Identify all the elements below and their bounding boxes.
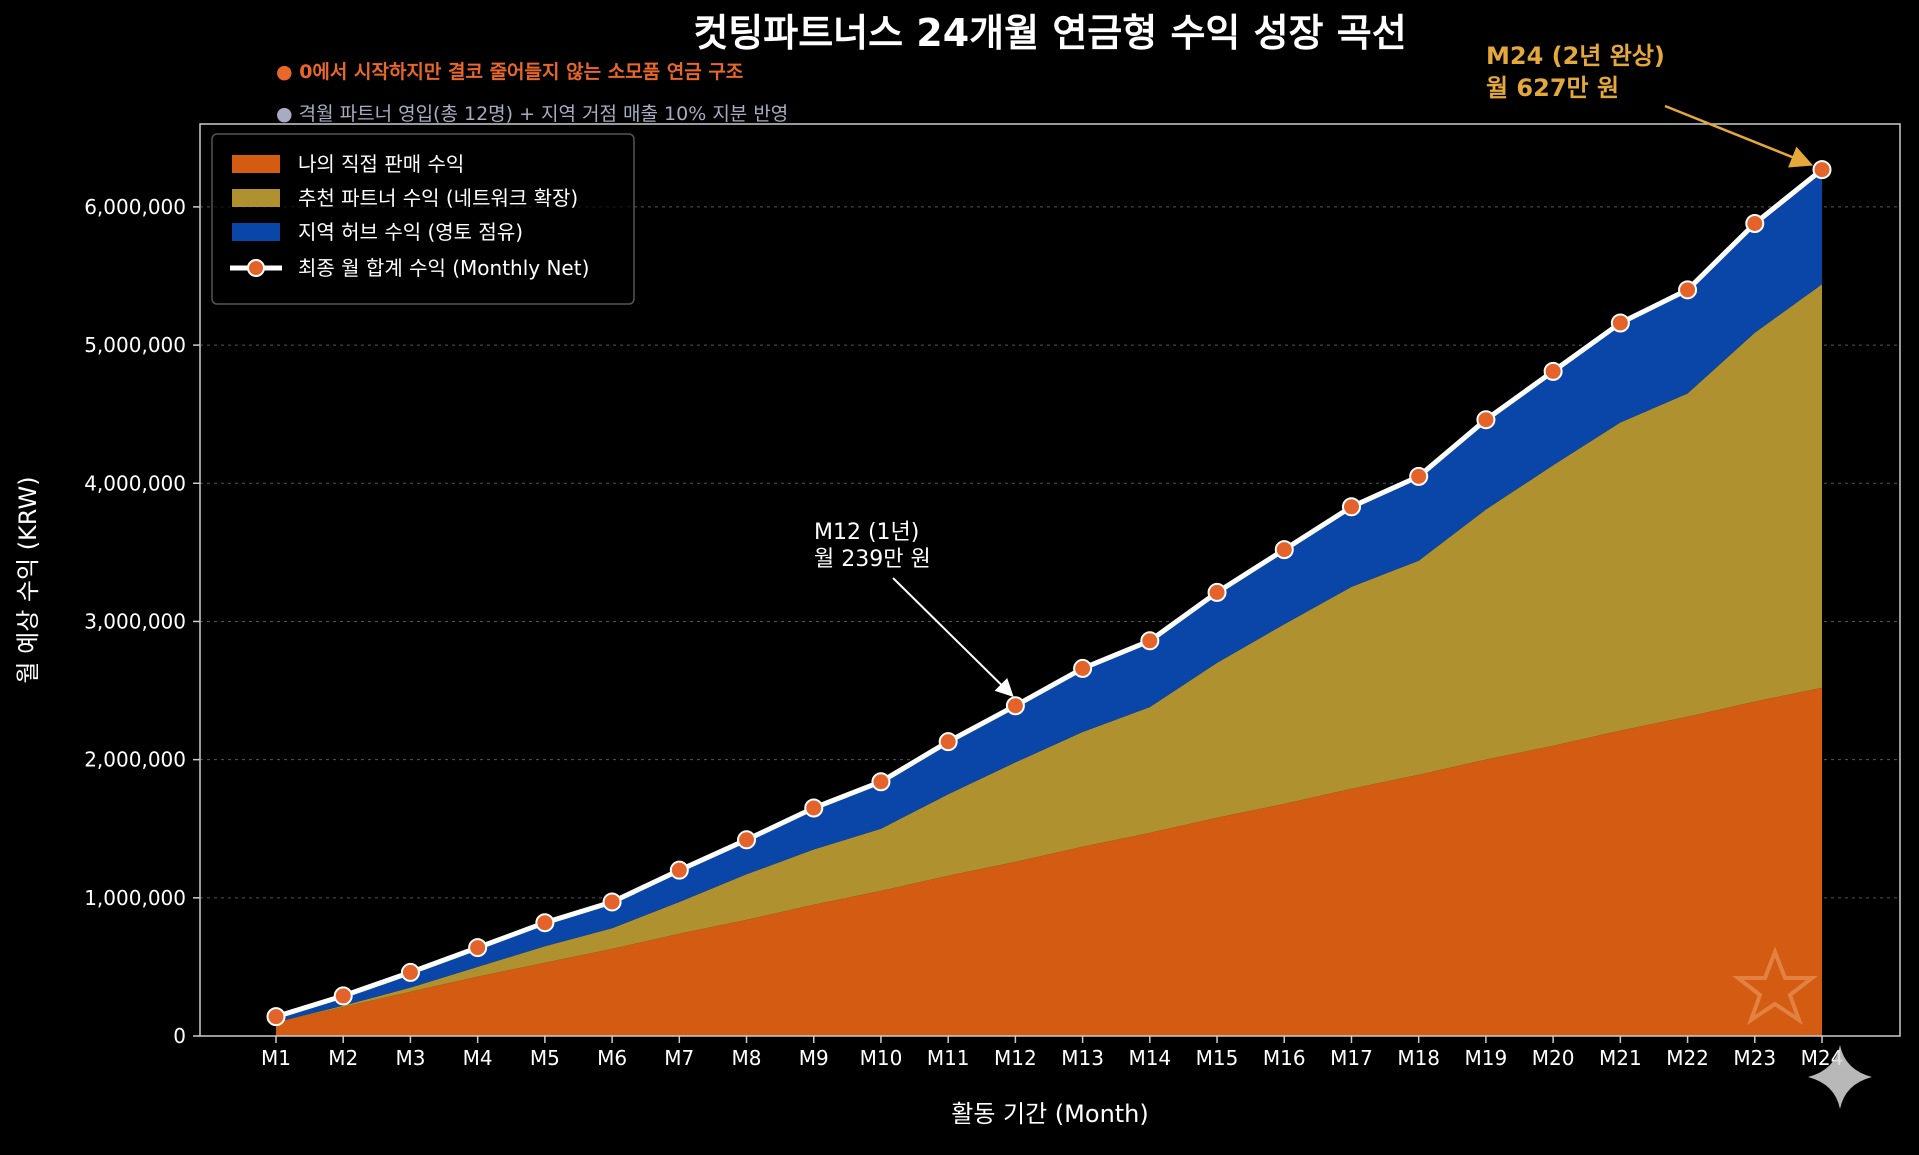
y-axis-ticks: 0 1,000,000 2,000,000 3,000,000 4,000,000 5,0… bbox=[84, 195, 200, 1048]
legend-label-direct: 나의 직접 판매 수익 bbox=[298, 152, 464, 176]
area-partner bbox=[276, 284, 1822, 1023]
total-point bbox=[1341, 497, 1361, 517]
x-tick-label: M18 bbox=[1397, 1046, 1440, 1070]
x-tick-label: M17 bbox=[1330, 1046, 1373, 1070]
x-tick-label: M10 bbox=[860, 1046, 903, 1070]
total-point bbox=[1812, 160, 1832, 180]
x-tick-label: M9 bbox=[799, 1046, 829, 1070]
x-tick-label: M8 bbox=[732, 1046, 762, 1070]
total-line-series bbox=[266, 160, 1832, 1027]
legend-swatch-direct bbox=[232, 155, 280, 173]
y-tick-label: 0 bbox=[173, 1024, 186, 1048]
x-tick-label: M13 bbox=[1061, 1046, 1104, 1070]
x-tick-label: M21 bbox=[1599, 1046, 1642, 1070]
x-tick-label: M20 bbox=[1532, 1046, 1575, 1070]
y-tick-label: 5,000,000 bbox=[84, 333, 186, 357]
y-tick-label: 2,000,000 bbox=[84, 748, 186, 772]
total-point bbox=[1745, 213, 1765, 233]
x-tick-label: M1 bbox=[261, 1046, 291, 1070]
legend-box bbox=[211, 133, 635, 305]
y-axis-label: 월 예상 수익 (KRW) bbox=[14, 476, 42, 683]
x-axis-ticks: M1 M2 M3 M4 M5 M6 M7 M8 M9 M10 M11 M12 M13 M14 M15 M16 M… bbox=[261, 1036, 1843, 1070]
total-point bbox=[1207, 582, 1227, 602]
total-point bbox=[669, 860, 689, 880]
x-tick-label: M11 bbox=[927, 1046, 970, 1070]
x-tick-label: M12 bbox=[994, 1046, 1037, 1070]
annotation-m12-line1: M12 (1년) bbox=[814, 520, 919, 545]
y-tick-label: 4,000,000 bbox=[84, 471, 186, 495]
y-tick-label: 6,000,000 bbox=[84, 195, 186, 219]
legend-swatch-hub bbox=[232, 223, 280, 241]
total-point bbox=[737, 830, 757, 850]
x-axis-label: 활동 기간 (Month) bbox=[951, 1100, 1149, 1128]
annotation-m24-arrow bbox=[1664, 104, 1814, 168]
total-point bbox=[1543, 361, 1563, 381]
total-point bbox=[1678, 280, 1698, 300]
annotation-m12-line2: 월 239만 원 bbox=[814, 547, 931, 572]
total-point bbox=[400, 962, 420, 982]
annotation-m24-line2: 월 627만 원 bbox=[1486, 74, 1619, 102]
x-tick-label: M7 bbox=[664, 1046, 694, 1070]
legend-marker-total bbox=[247, 259, 265, 277]
x-tick-label: M3 bbox=[395, 1046, 425, 1070]
star-outline-icon bbox=[1732, 946, 1818, 1026]
x-tick-label: M14 bbox=[1128, 1046, 1171, 1070]
x-tick-label: M2 bbox=[328, 1046, 358, 1070]
x-tick-label: M6 bbox=[597, 1046, 627, 1070]
plot-frame bbox=[199, 123, 1901, 1037]
total-point bbox=[602, 892, 622, 912]
total-line bbox=[275, 167, 1824, 1020]
total-point bbox=[1274, 540, 1294, 560]
total-point bbox=[938, 732, 958, 752]
legend-label-partner: 추천 파트너 수익 (네트워크 확장) bbox=[298, 186, 578, 210]
total-point bbox=[333, 986, 353, 1006]
legend-label-total: 최종 월 합계 수익 (Monthly Net) bbox=[298, 256, 589, 280]
stacked-areas bbox=[276, 169, 1822, 1036]
total-point bbox=[1005, 696, 1025, 716]
total-point bbox=[266, 1007, 286, 1027]
x-tick-label: M5 bbox=[530, 1046, 560, 1070]
sparkle-icon bbox=[1808, 1045, 1872, 1109]
total-point bbox=[871, 772, 891, 792]
x-tick-label: M16 bbox=[1263, 1046, 1306, 1070]
y-tick-label: 3,000,000 bbox=[84, 609, 186, 633]
total-point bbox=[1476, 410, 1496, 430]
x-tick-label: M19 bbox=[1465, 1046, 1508, 1070]
total-point bbox=[1409, 466, 1429, 486]
x-tick-label: M4 bbox=[463, 1046, 493, 1070]
chart-subtitle-1: ● 0에서 시작하지만 결코 줄어들지 않는 소모품 연금 구조 bbox=[276, 61, 743, 83]
x-tick-label: M15 bbox=[1196, 1046, 1239, 1070]
chart-subtitle-2: ● 격월 파트너 영입(총 12명) + 지역 거점 매출 10% 지분 반영 bbox=[276, 103, 788, 125]
annotations: M12 (1년) 월 239만 원 M24 (2년 완상) 월 627만 원 bbox=[814, 42, 1814, 698]
total-point bbox=[1610, 313, 1630, 333]
total-point bbox=[1073, 658, 1093, 678]
total-point bbox=[1140, 631, 1160, 651]
y-tick-label: 1,000,000 bbox=[84, 886, 186, 910]
area-direct-sales bbox=[276, 687, 1822, 1036]
total-point bbox=[468, 938, 488, 958]
legend-label-hub: 지역 허브 수익 (영토 점유) bbox=[298, 220, 523, 244]
x-tick-label: M22 bbox=[1666, 1046, 1709, 1070]
annotation-m12-arrow bbox=[892, 577, 1014, 698]
chart-title: 컷팅파트너스 24개월 연금형 수익 성장 곡선 bbox=[693, 11, 1406, 55]
total-point bbox=[804, 798, 824, 818]
x-tick-label: M23 bbox=[1733, 1046, 1776, 1070]
legend: 나의 직접 판매 수익 추천 파트너 수익 (네트워크 확장) 지역 허브 수익… bbox=[211, 133, 635, 305]
annotation-m24-line1: M24 (2년 완상) bbox=[1486, 42, 1665, 70]
legend-swatch-partner bbox=[232, 189, 280, 207]
total-point bbox=[535, 913, 555, 933]
